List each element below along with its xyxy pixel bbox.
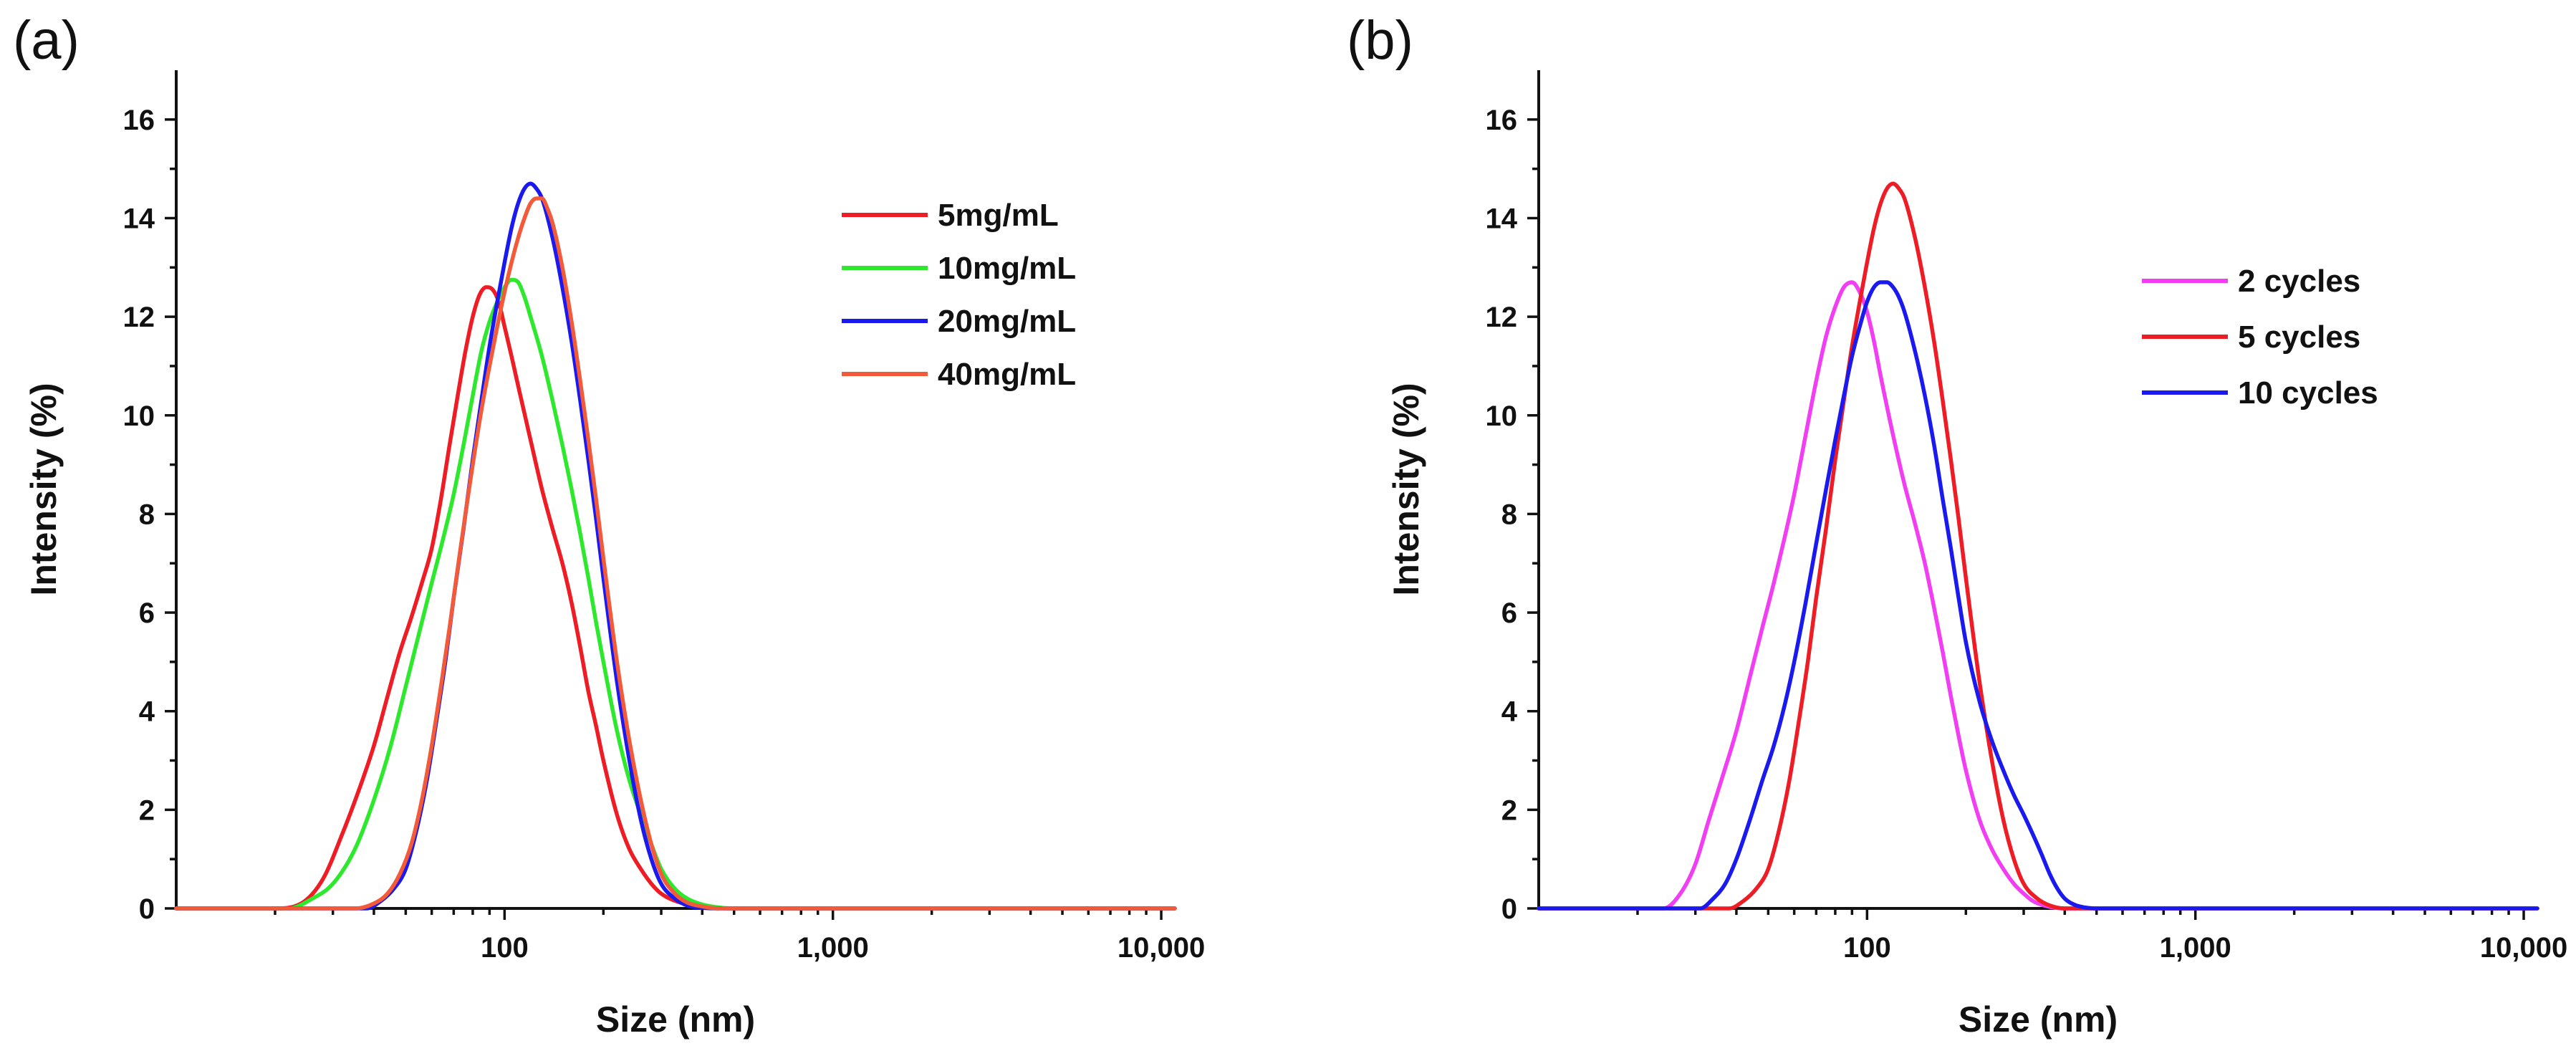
legend: 5mg/mL 10mg/mL 20mg/mL 40mg/mL <box>842 198 1076 392</box>
y-tick-label: 16 <box>123 105 155 136</box>
panel-label: (a) <box>13 10 80 71</box>
legend-label: 5 cycles <box>2238 320 2360 355</box>
y-tick-label: 16 <box>1486 105 1518 136</box>
legend-label: 5mg/mL <box>938 198 1059 233</box>
y-tick-label: 2 <box>1501 795 1517 826</box>
series-line-5-cycles <box>1537 181 2539 911</box>
y-tick-label: 8 <box>1501 499 1517 530</box>
x-tick-label: 1,000 <box>2160 932 2231 964</box>
x-axis-title: Size (nm) <box>1959 999 2118 1040</box>
series-line-5mg-ml <box>174 285 1177 911</box>
x-tick-label: 1,000 <box>797 932 869 964</box>
series-line-40mg-ml <box>174 196 1177 911</box>
legend: 2 cycles 5 cycles 10 cycles <box>2142 264 2378 411</box>
x-tick-label: 100 <box>1843 932 1891 964</box>
series-line-10-cycles <box>1537 280 2539 911</box>
y-tick-label: 8 <box>139 499 155 530</box>
series-line-10mg-ml <box>174 277 1177 911</box>
chart-panel-b: (b) 0 2 4 6 8 10 12 14 16 100 1,000 10,000 Size (nm) I… <box>1347 10 2567 1040</box>
y-tick-label: 6 <box>139 597 155 629</box>
y-tick-label: 0 <box>139 893 155 925</box>
y-tick-label: 6 <box>1501 597 1517 629</box>
chart-panel-a: (a) 0 2 4 6 8 10 12 14 16 100 1,000 10,000 Size (nm) I… <box>13 10 1205 1040</box>
y-axis-title: Intensity (%) <box>24 383 64 595</box>
y-axis-title: Intensity (%) <box>1386 383 1426 595</box>
y-tick-label: 10 <box>123 400 155 432</box>
y-tick-label: 12 <box>123 302 155 333</box>
panel-label: (b) <box>1347 10 1413 71</box>
legend-label: 10mg/mL <box>938 251 1076 286</box>
legend-label: 40mg/mL <box>938 357 1076 392</box>
y-tick-label: 12 <box>1486 302 1518 333</box>
y-tick-label: 14 <box>1486 203 1518 234</box>
legend-label: 2 cycles <box>2238 264 2360 299</box>
y-tick-label: 14 <box>123 203 155 234</box>
y-tick-label: 2 <box>139 795 155 826</box>
x-tick-label: 10,000 <box>1118 932 1205 964</box>
y-tick-label: 10 <box>1486 400 1518 432</box>
x-tick-label: 10,000 <box>2480 932 2567 964</box>
series-line-20mg-ml <box>174 181 1177 911</box>
x-tick-label: 100 <box>481 932 529 964</box>
y-tick-label: 4 <box>1501 696 1518 728</box>
legend-label: 20mg/mL <box>938 304 1076 339</box>
y-tick-label: 0 <box>1501 893 1517 925</box>
x-axis-title: Size (nm) <box>596 999 755 1040</box>
legend-label: 10 cycles <box>2238 375 2378 411</box>
series-line-2-cycles <box>1537 280 2539 911</box>
y-tick-label: 4 <box>139 696 155 728</box>
